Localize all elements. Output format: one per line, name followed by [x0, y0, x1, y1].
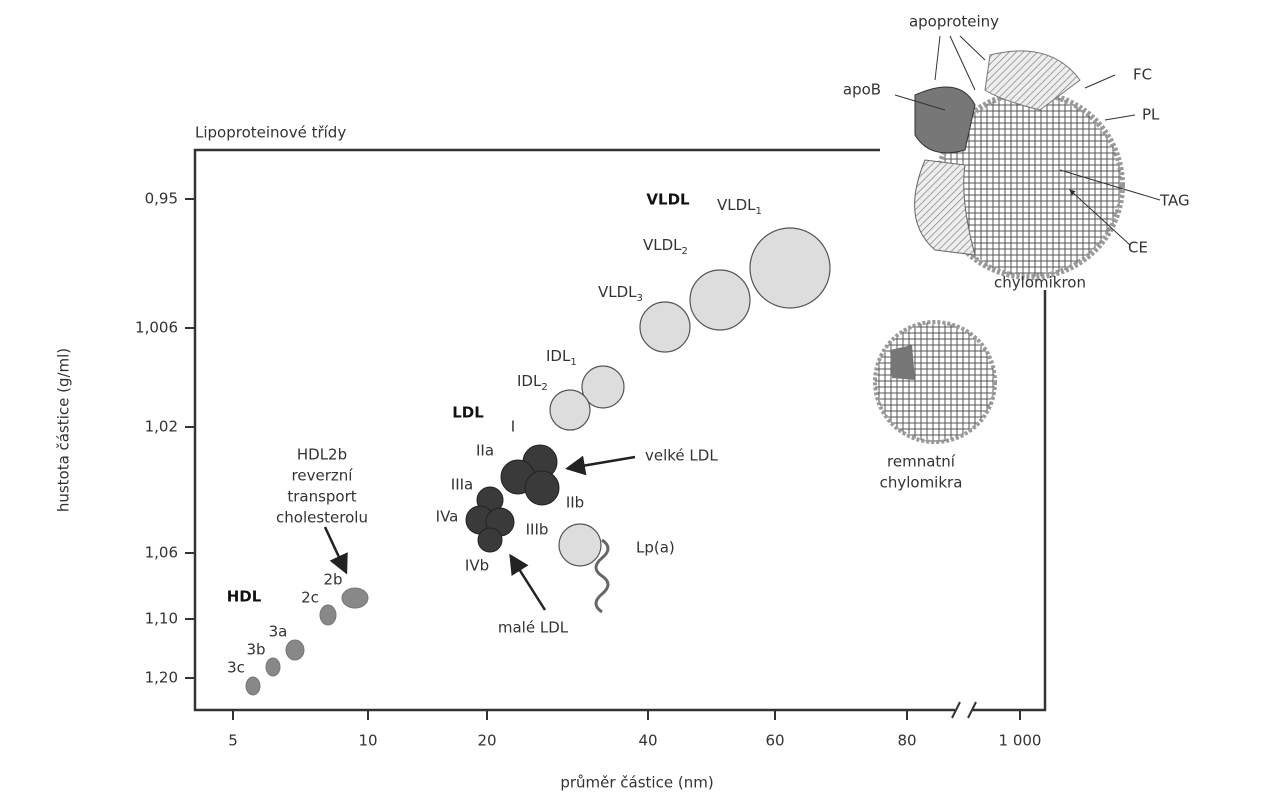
- label-text: VLDL: [598, 283, 637, 301]
- x-tick-label: 5: [228, 732, 238, 750]
- label: cholesterolu: [276, 509, 368, 527]
- label-sub: 3: [637, 293, 643, 304]
- x-tick-label: 80: [897, 732, 916, 750]
- label: IIIb: [526, 521, 549, 539]
- label: HDL: [227, 588, 262, 606]
- label: 2b: [323, 571, 342, 589]
- label: 2c: [301, 589, 319, 607]
- label: IIb: [566, 494, 584, 512]
- label: I: [511, 418, 515, 436]
- y-tick-label: 1,02: [145, 418, 178, 436]
- label-text: IDL: [546, 347, 571, 365]
- label: LDL: [452, 404, 484, 422]
- label: VLDL1: [717, 196, 762, 218]
- label: IDL1: [546, 347, 577, 369]
- x-axis-label: průměr částice (nm): [560, 774, 713, 792]
- label: malé LDL: [498, 619, 569, 637]
- axes-frame: 0,95 1,006 1,02 1,06 1,10 1,20 5 10 20 40 60 80 1 00…: [135, 148, 1047, 750]
- label: FC: [1133, 66, 1152, 84]
- y-tick-label: 1,06: [145, 544, 178, 562]
- label: IIIa: [451, 476, 473, 494]
- y-tick-label: 1,20: [145, 669, 178, 687]
- label: 3b: [246, 641, 265, 659]
- label: 3c: [227, 659, 245, 677]
- y-tick-label: 0,95: [145, 190, 178, 208]
- label: IVb: [465, 557, 489, 575]
- label-sub: 1: [756, 206, 762, 217]
- label: VLDL2: [643, 236, 688, 258]
- label: PL: [1142, 106, 1160, 124]
- chart-title: Lipoproteinové třídy: [195, 124, 346, 142]
- label: IVa: [436, 508, 459, 526]
- label: 3a: [269, 623, 288, 641]
- label: VLDL: [646, 191, 690, 209]
- label: HDL2b: [297, 446, 347, 464]
- label-sub: 1: [570, 357, 576, 368]
- label-text: IDL: [517, 372, 542, 390]
- label-text: VLDL: [717, 196, 756, 214]
- x-tick-label: 60: [765, 732, 784, 750]
- label-text: VLDL: [643, 236, 682, 254]
- x-tick-label: 20: [477, 732, 496, 750]
- arrows: [323, 35, 1161, 611]
- x-tick-label: 1 000: [999, 732, 1042, 750]
- x-tick-label: 10: [358, 732, 377, 750]
- y-axis-label: hustota částice (g/ml): [55, 348, 73, 512]
- label: IIa: [476, 442, 494, 460]
- label: CE: [1128, 239, 1148, 257]
- label: chylomikra: [880, 474, 963, 492]
- label: remnatní: [887, 453, 956, 471]
- label: velké LDL: [645, 447, 718, 465]
- label-sub: 2: [541, 382, 547, 393]
- label: apoproteiny: [909, 13, 999, 31]
- y-tick-label: 1,10: [145, 610, 178, 628]
- particles: [245, 50, 1125, 696]
- label: VLDL3: [598, 283, 643, 305]
- label: reverzní: [292, 467, 354, 485]
- label: IDL2: [517, 372, 548, 394]
- x-tick-label: 40: [638, 732, 657, 750]
- y-tick-label: 1,006: [135, 319, 178, 337]
- label: TAG: [1159, 192, 1190, 210]
- label: apoB: [843, 81, 881, 99]
- label: chylomikron: [994, 274, 1086, 292]
- label: Lp(a): [636, 539, 675, 557]
- label-sub: 2: [682, 246, 688, 257]
- label: transport: [287, 488, 356, 506]
